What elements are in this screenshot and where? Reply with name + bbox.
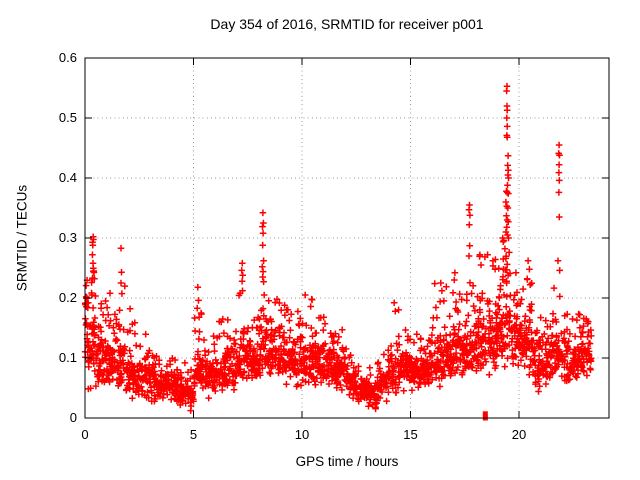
x-axis-label: GPS time / hours	[295, 454, 399, 469]
y-tick-label: 0	[69, 410, 77, 425]
square-point	[482, 411, 488, 417]
y-tick-label: 0.4	[58, 170, 77, 185]
x-tick-label: 10	[294, 427, 310, 442]
x-tick-label: 15	[403, 427, 418, 442]
y-tick-label: 0.3	[58, 230, 77, 245]
x-tick-label: 0	[81, 427, 89, 442]
chart-title: Day 354 of 2016, SRMTID for receiver p00…	[210, 16, 484, 32]
x-tick-label: 20	[511, 427, 527, 442]
scatter-points	[81, 82, 595, 414]
y-tick-label: 0.5	[58, 110, 77, 125]
x-tick-label: 5	[189, 427, 198, 442]
y-tick-label: 0.6	[58, 50, 77, 65]
y-tick-label: 0.1	[58, 350, 77, 365]
y-tick-label: 0.2	[58, 290, 77, 305]
